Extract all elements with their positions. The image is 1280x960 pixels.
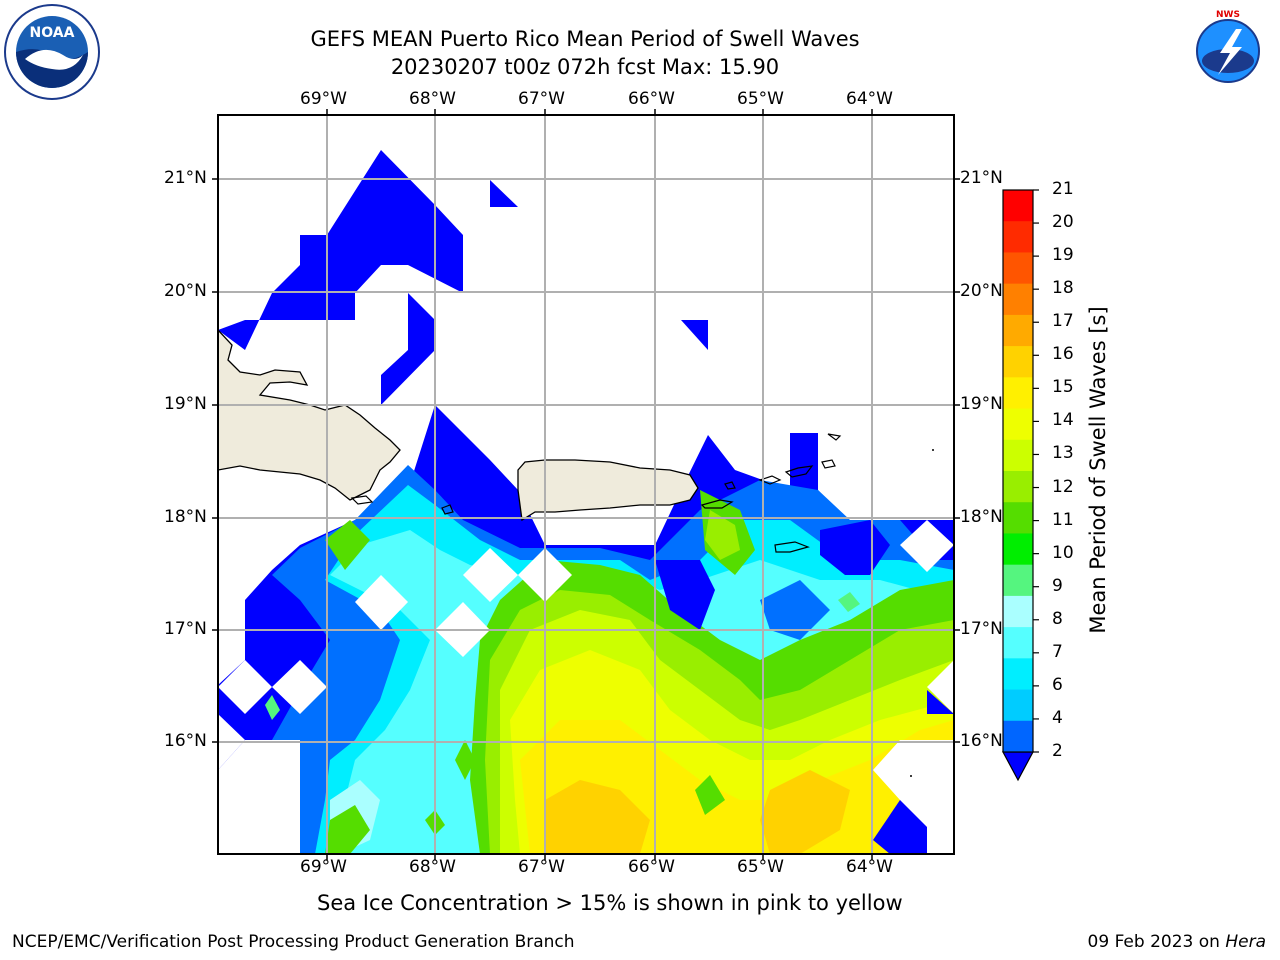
colorbar-tick-label: 14 [1052,410,1074,431]
colorbar-segment [1003,627,1033,659]
svg-text:NWS: NWS [1216,10,1240,20]
lat-label-left: 18°N [164,507,207,527]
colorbar-segment [1003,314,1033,347]
colorbar-tick-label: 19 [1052,245,1074,266]
lat-label-left: 19°N [164,394,207,414]
colorbar-segment [1003,720,1033,753]
graticule [218,115,954,854]
colorbar-tick-label: 20 [1052,212,1074,233]
colorbar-extend [1001,751,1035,782]
lat-label-left: 21°N [164,168,207,188]
colorbar-tick-label: 9 [1052,575,1063,596]
lon-label-top: 66°W [628,89,675,109]
colorbar-tick-label: 12 [1052,476,1074,497]
colorbar-segment [1003,533,1033,566]
colorbar-tick-label: 11 [1052,509,1074,530]
colorbar-tick-label: 13 [1052,443,1074,464]
lon-label-bottom: 67°W [518,857,565,877]
colorbar-tick-label: 16 [1052,344,1074,365]
lon-label-top: 64°W [846,89,893,109]
map-frame [217,114,955,855]
noaa-logo-icon: NOAA [4,4,100,100]
colorbar-tick-label: 18 [1052,278,1074,299]
colorbar-segment [1003,689,1033,722]
colorbar-tick-label: 6 [1052,674,1063,695]
lon-label-bottom: 68°W [409,857,456,877]
colorbar-tick-label: 7 [1052,641,1063,662]
lon-label-top: 67°W [518,89,565,109]
footer-branch: NCEP/EMC/Verification Post Processing Pr… [12,932,575,952]
noaa-logo: NOAA [3,3,101,101]
lon-label-bottom: 69°W [300,857,347,877]
svg-text:NOAA: NOAA [30,25,75,41]
colorbar-segment [1003,595,1033,628]
colorbar-tick-label: 10 [1052,542,1074,563]
colorbar-segment [1003,283,1033,316]
lat-label-right: 17°N [960,619,1003,639]
swell-field [218,115,954,854]
colorbar-segment [1003,658,1033,691]
colorbar [1001,189,1039,782]
colorbar-segment [1003,408,1033,441]
lon-label-bottom: 65°W [737,857,784,877]
colorbar-tick-label: 15 [1052,377,1074,398]
lat-label-right: 21°N [960,168,1003,188]
lon-label-top: 69°W [300,89,347,109]
lon-label-top: 68°W [409,89,456,109]
footer-date: 09 Feb 2023 on Hera [1088,932,1266,952]
colorbar-tick-label: 4 [1052,707,1063,728]
sea-ice-note: Sea Ice Concentration > 15% is shown in … [317,891,903,915]
nws-logo-icon: NWS [1182,5,1274,97]
lon-label-top: 65°W [737,89,784,109]
lon-label-bottom: 66°W [628,857,675,877]
colorbar-segment [1003,564,1033,597]
colorbar-tick-label: 21 [1052,179,1074,199]
colorbar-segment [1003,252,1033,285]
lat-label-right: 16°N [960,731,1003,751]
lat-label-left: 16°N [164,731,207,751]
colorbar-tick-label: 2 [1052,741,1063,761]
colorbar-label: Mean Period of Swell Waves [s] [1086,306,1110,634]
colorbar-segment [1003,346,1033,378]
chart-title: GEFS MEAN Puerto Rico Mean Period of Swe… [310,27,860,51]
colorbar-segment [1003,190,1033,222]
colorbar-segment [1003,439,1033,472]
colorbar-segment [1003,471,1033,503]
footer-machine: Hera [1225,932,1266,952]
colorbar-segment [1003,502,1033,534]
lat-label-right: 19°N [960,394,1003,414]
lat-label-right: 18°N [960,507,1003,527]
nws-logo: NWS [1180,3,1276,99]
colorbar-frame [1002,189,1034,753]
colorbar-segment [1003,221,1033,253]
lat-label-left: 20°N [164,281,207,301]
colorbar-tick-label: 8 [1052,608,1063,629]
lon-label-bottom: 64°W [846,857,893,877]
lat-label-right: 20°N [960,281,1003,301]
footer-date-text: 09 Feb 2023 on [1087,932,1226,952]
colorbar-tick-label: 17 [1052,311,1074,332]
chart-subtitle: 20230207 t00z 072h fcst Max: 15.90 [390,55,780,79]
lat-label-left: 17°N [164,619,207,639]
colorbar-segment [1003,377,1033,410]
